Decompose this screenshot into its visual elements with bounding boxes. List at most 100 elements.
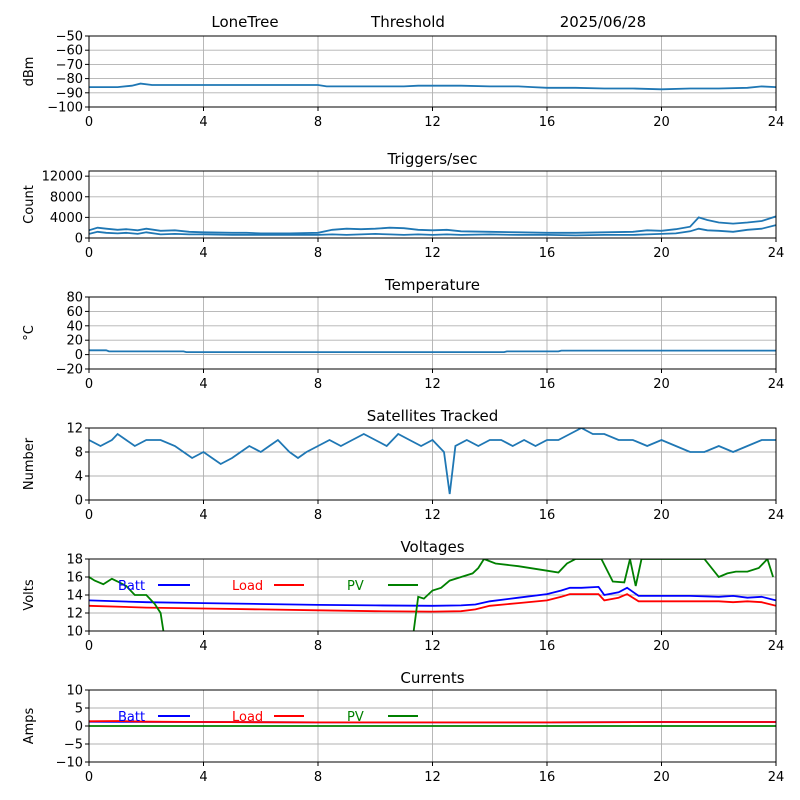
panel-title: Satellites Tracked [367,407,498,425]
legend-label-pv: PV [347,579,364,594]
x-tick-label: 8 [314,246,322,261]
x-tick-label: 4 [199,246,207,261]
chart-panel-6: 0 4 8 12 16 20 24 −10 −5 0 5 10 Currents Amps Batt Load… [22,669,784,785]
header-mode: Threshold [370,13,445,31]
y-axis-label: Volts [22,579,37,611]
y-tick-label: 0 [75,720,83,735]
y-tick-label: 16 [66,571,83,586]
x-tick-label: 16 [539,639,556,654]
x-tick-label: 0 [85,770,93,785]
x-tick-label: 24 [768,246,785,261]
x-tick-label: 4 [199,115,207,130]
x-tick-label: 24 [768,508,785,523]
x-tick-label: 24 [768,377,785,392]
x-tick-label: 12 [424,639,441,654]
series-line-1 [89,349,776,354]
panel-title: Triggers/sec [387,150,478,168]
y-tick-label: 10 [66,684,83,699]
y-axis-label: Number [22,437,37,490]
legend-label-load: Load [232,710,263,725]
x-tick-label: 16 [539,508,556,523]
x-tick-label: 16 [539,115,556,130]
x-tick-label: 8 [314,508,322,523]
y-tick-label: −60 [56,44,83,59]
x-tick-label: 16 [539,377,556,392]
x-tick-label: 24 [768,770,785,785]
x-tick-label: 20 [653,377,670,392]
y-axis-label: Amps [22,707,37,744]
y-tick-label: 14 [66,589,83,604]
y-tick-label: 12000 [42,170,83,185]
x-tick-label: 0 [85,246,93,261]
x-tick-label: 12 [424,246,441,261]
y-tick-label: 40 [66,319,83,334]
y-tick-label: 20 [66,334,83,349]
x-tick-label: 8 [314,770,322,785]
header-date: 2025/06/28 [560,13,646,31]
series-line-load [89,593,776,613]
y-tick-label: 60 [66,305,83,320]
series-line-load [89,720,776,724]
y-tick-label: 4 [75,470,83,485]
legend-label-load: Load [232,579,263,594]
panel-title: Voltages [400,538,464,556]
y-tick-label: 10 [66,625,83,640]
y-tick-label: 18 [66,553,83,568]
y-tick-label: 12 [66,607,83,622]
x-tick-label: 24 [768,115,785,130]
series-line-batt [89,585,776,607]
legend-label-pv: PV [347,710,364,725]
y-tick-label: 0 [75,348,83,363]
x-tick-label: 4 [199,639,207,654]
x-tick-label: 20 [653,246,670,261]
y-tick-label: 0 [75,232,83,247]
y-tick-label: 8 [75,446,83,461]
x-tick-label: 12 [424,770,441,785]
x-tick-label: 16 [539,770,556,785]
x-tick-label: 16 [539,246,556,261]
chart-panel-1: 0 4 8 12 16 20 24 −50−60−70−80−90−100 dBm [22,30,784,131]
chart-panel-2: 0 4 8 12 16 20 24 0 4000 8000 12000 Triggers/sec Cou… [22,150,784,261]
y-tick-label: −100 [47,101,83,116]
x-tick-label: 12 [424,115,441,130]
x-tick-label: 4 [199,377,207,392]
y-tick-label: 80 [66,291,83,306]
y-tick-label: −90 [56,86,83,101]
series-line-1 [89,428,776,495]
y-tick-label: −20 [56,363,83,378]
series-line-2 [89,224,776,237]
x-tick-label: 20 [653,639,670,654]
y-tick-label: 5 [75,702,83,717]
y-tick-label: −80 [56,72,83,87]
x-tick-label: 20 [653,770,670,785]
y-axis-label: °C [22,325,37,341]
x-tick-label: 0 [85,115,93,130]
header-site: LoneTree [211,13,278,31]
x-tick-label: 0 [85,377,93,392]
legend-label-batt: Batt [118,579,145,594]
x-tick-label: 24 [768,639,785,654]
x-tick-label: 0 [85,508,93,523]
y-axis-label: dBm [22,57,37,87]
x-tick-label: 12 [424,508,441,523]
y-tick-label: 4000 [50,211,83,226]
x-tick-label: 8 [314,377,322,392]
y-tick-label: 8000 [50,190,83,205]
y-tick-label: −10 [56,756,83,771]
series-line-1 [89,215,776,235]
x-tick-label: 20 [653,508,670,523]
x-tick-label: 8 [314,639,322,654]
y-tick-label: 0 [75,494,83,509]
x-tick-label: 8 [314,115,322,130]
x-tick-label: 4 [199,770,207,785]
x-tick-label: 12 [424,377,441,392]
y-tick-label: −50 [56,30,83,45]
y-tick-label: −70 [56,58,83,73]
y-axis-label: Count [22,185,37,224]
series-line-pv [89,559,774,631]
series-line-1 [89,82,776,91]
